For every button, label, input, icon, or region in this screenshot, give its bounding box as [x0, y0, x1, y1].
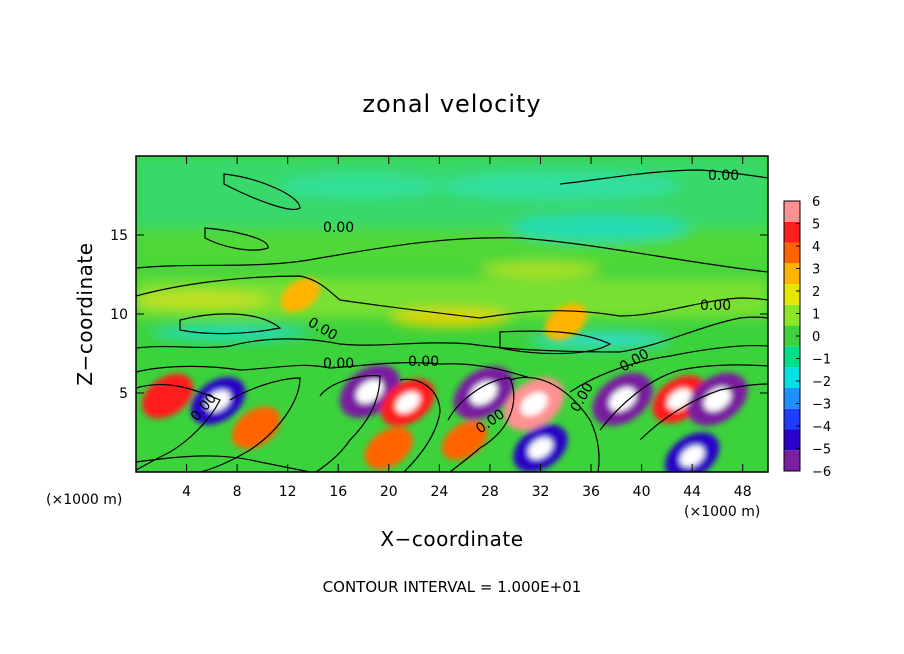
velocity-feature: [364, 427, 413, 470]
contour-line: [136, 455, 311, 472]
colorbar-tick-label: 1: [812, 308, 820, 323]
contour-line: [136, 362, 531, 379]
contour-label: 0.00: [323, 220, 354, 236]
contour-label: 0.00: [323, 356, 354, 372]
contour-interval-note: CONTOUR INTERVAL = 1.000E+01: [323, 578, 582, 596]
contour-line: [509, 376, 600, 472]
contour-label: 0.00: [700, 298, 731, 314]
contour-line: [199, 377, 301, 472]
velocity-feature-core: [520, 392, 548, 416]
x-tick-label: 44: [683, 484, 701, 500]
colorbar-segment: [784, 221, 800, 243]
colorbar-tick-label: 2: [812, 285, 820, 300]
velocity-feature-core: [528, 437, 553, 459]
contour-line: [179, 313, 282, 335]
contour-line: [136, 275, 768, 319]
colorbar-tick-label: −5: [812, 443, 831, 458]
x-tick-label: 20: [380, 484, 398, 500]
colorbar-segment: [784, 263, 800, 285]
colorbar-segment: [784, 450, 800, 471]
y-tick-label: 5: [119, 386, 128, 402]
contour-line: [399, 378, 441, 472]
y-tick-label: 10: [110, 307, 128, 323]
colorbar-segment: [784, 242, 800, 264]
colorbar-tick-label: −3: [812, 398, 831, 413]
colorbar-tick-label: 0: [812, 330, 820, 345]
wave-field: [141, 277, 748, 472]
colorbar-segment: [784, 325, 800, 347]
x-unit-left: (×1000 m): [46, 492, 122, 508]
contour-line: [639, 383, 768, 441]
contour-line: [559, 169, 768, 185]
velocity-feature: [441, 420, 488, 461]
colorbar-segment: [784, 284, 800, 305]
x-tick-label: 32: [532, 484, 550, 500]
contour-line: [315, 375, 381, 472]
velocity-feature-core: [470, 381, 498, 405]
cyan-patch: [280, 174, 440, 198]
x-tick-label: 8: [233, 484, 242, 500]
colorbar-segment: [784, 429, 800, 451]
velocity-feature-core: [609, 387, 637, 412]
colorbar-tick-label: 5: [812, 218, 820, 233]
plot-area: [136, 156, 768, 472]
colorbar-tick-label: −6: [812, 465, 831, 480]
yellow-band: [390, 309, 510, 327]
colorbar-segment: [784, 408, 800, 430]
yellow-band: [480, 263, 600, 277]
colorbar-segment: [784, 201, 800, 222]
contour-line: [223, 173, 301, 210]
colorbar-tick-label: 3: [812, 263, 820, 278]
x-tick-label: 12: [279, 484, 297, 500]
colorbar-tick-label: −4: [812, 420, 831, 435]
x-axis: 4 8 12 16 20 24 28 32 36 40 44 48: [182, 156, 752, 500]
x-tick-label: 40: [633, 484, 651, 500]
x-tick-label: 28: [481, 484, 499, 500]
y-axis: 5 10 15: [110, 228, 768, 402]
contour-line: [499, 330, 612, 355]
contour-line: [136, 384, 221, 471]
colorbar-segment: [784, 387, 800, 409]
velocity-feature-core: [395, 391, 420, 414]
colorbar-tick-label: 6: [812, 195, 820, 210]
y-tick-label: 15: [110, 228, 128, 244]
x-tick-label: 36: [582, 484, 600, 500]
colorbar-segment: [784, 304, 800, 326]
contour-line: [136, 237, 768, 273]
contour-label: 0.00: [708, 168, 739, 184]
contour-line: [447, 377, 515, 472]
x-tick-label: 24: [430, 484, 448, 500]
contour-lines: [136, 169, 768, 472]
colorbar-segment: [784, 367, 800, 388]
velocity-feature: [231, 406, 281, 449]
contour-line: [204, 227, 269, 251]
velocity-feature: [544, 303, 587, 341]
field-layers: [136, 156, 768, 349]
chart-title: zonal velocity: [362, 90, 541, 118]
contour-label: 0.00: [408, 354, 439, 370]
contour-line: [599, 364, 768, 431]
y-axis-label: Z−coordinate: [73, 242, 97, 385]
contour-line: [569, 345, 768, 393]
x-unit-right: (×1000 m): [684, 504, 760, 520]
contour-line: [136, 316, 768, 353]
cyan-patch: [510, 214, 690, 242]
colorbar-tick-label: 4: [812, 240, 820, 255]
x-tick-label: 4: [182, 484, 191, 500]
velocity-feature-core: [679, 445, 705, 467]
x-tick-label: 16: [329, 484, 347, 500]
x-tick-label: 48: [734, 484, 752, 500]
colorbar-tick-label: −2: [812, 375, 831, 390]
cyan-patch: [440, 172, 680, 200]
velocity-feature-core: [667, 388, 692, 411]
velocity-feature-core: [205, 390, 231, 412]
velocity-feature: [280, 277, 321, 313]
colorbar-segment: [784, 346, 800, 368]
x-axis-label: X−coordinate: [380, 527, 523, 551]
yellow-band: [136, 292, 270, 308]
colorbar: 6 5 4 3 2 1 0 −1 −2 −3 −4 −5 −6: [783, 195, 831, 480]
colorbar-tick-label: −1: [812, 353, 831, 368]
